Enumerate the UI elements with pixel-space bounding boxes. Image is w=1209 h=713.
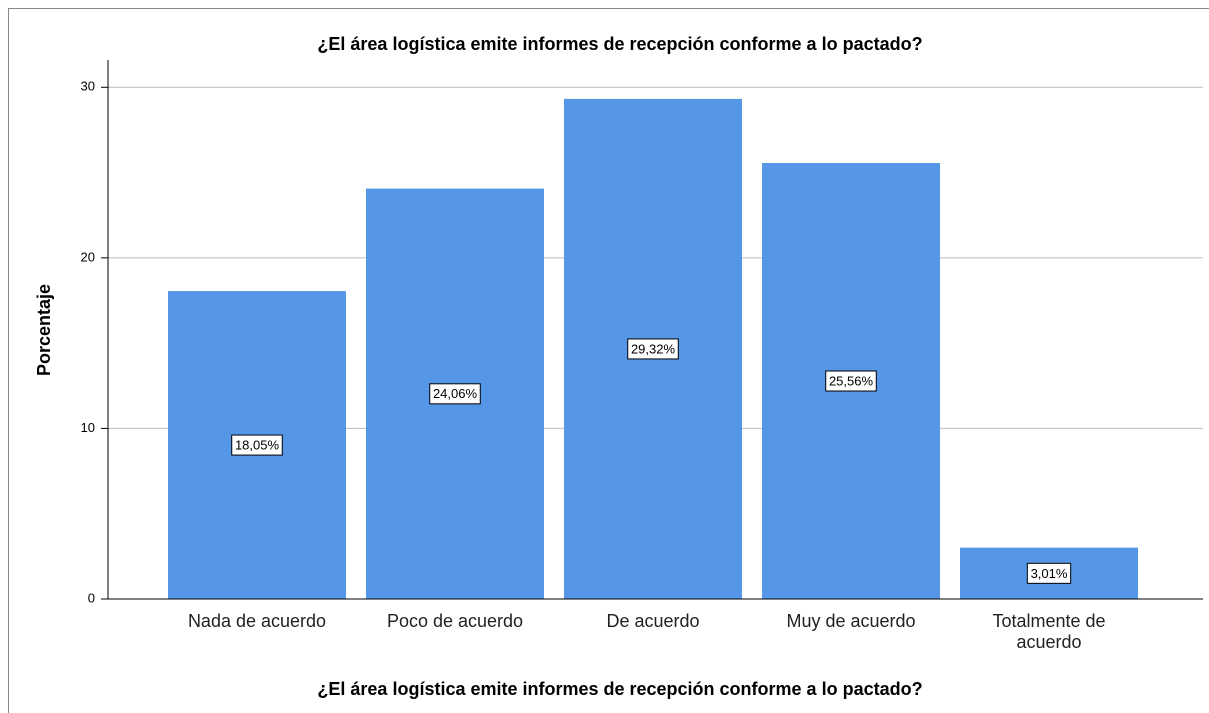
chart-title: ¿El área logística emite informes de rec… [317,34,922,54]
value-label-box [231,434,283,456]
value-label-box [429,383,481,405]
y-axis-title: Porcentaje [34,284,54,376]
y-tick-label: 0 [88,590,95,605]
value-label: 24,06% [433,386,478,401]
x-tick-label: Poco de acuerdo [386,611,524,631]
frame [8,8,1209,713]
x-tick-label: Muy de acuerdo [786,611,916,631]
y-tick-label: 30 [81,79,95,94]
value-label-box [627,338,679,360]
value-label-box [825,370,877,392]
y-tick-label: 20 [81,249,95,264]
y-tick-label: 10 [81,420,95,435]
value-label-box [1026,562,1072,584]
value-label: 18,05% [235,437,280,452]
value-label: 29,32% [631,341,676,356]
x-tick-label: Totalmente de acuerdo [992,611,1106,652]
x-tick-label: De acuerdo [606,611,700,631]
x-tick-label: Nada de acuerdo [187,611,327,631]
x-axis-title: ¿El área logística emite informes de rec… [317,679,922,699]
value-label: 3,01% [1031,566,1068,581]
value-label: 25,56% [829,373,874,388]
